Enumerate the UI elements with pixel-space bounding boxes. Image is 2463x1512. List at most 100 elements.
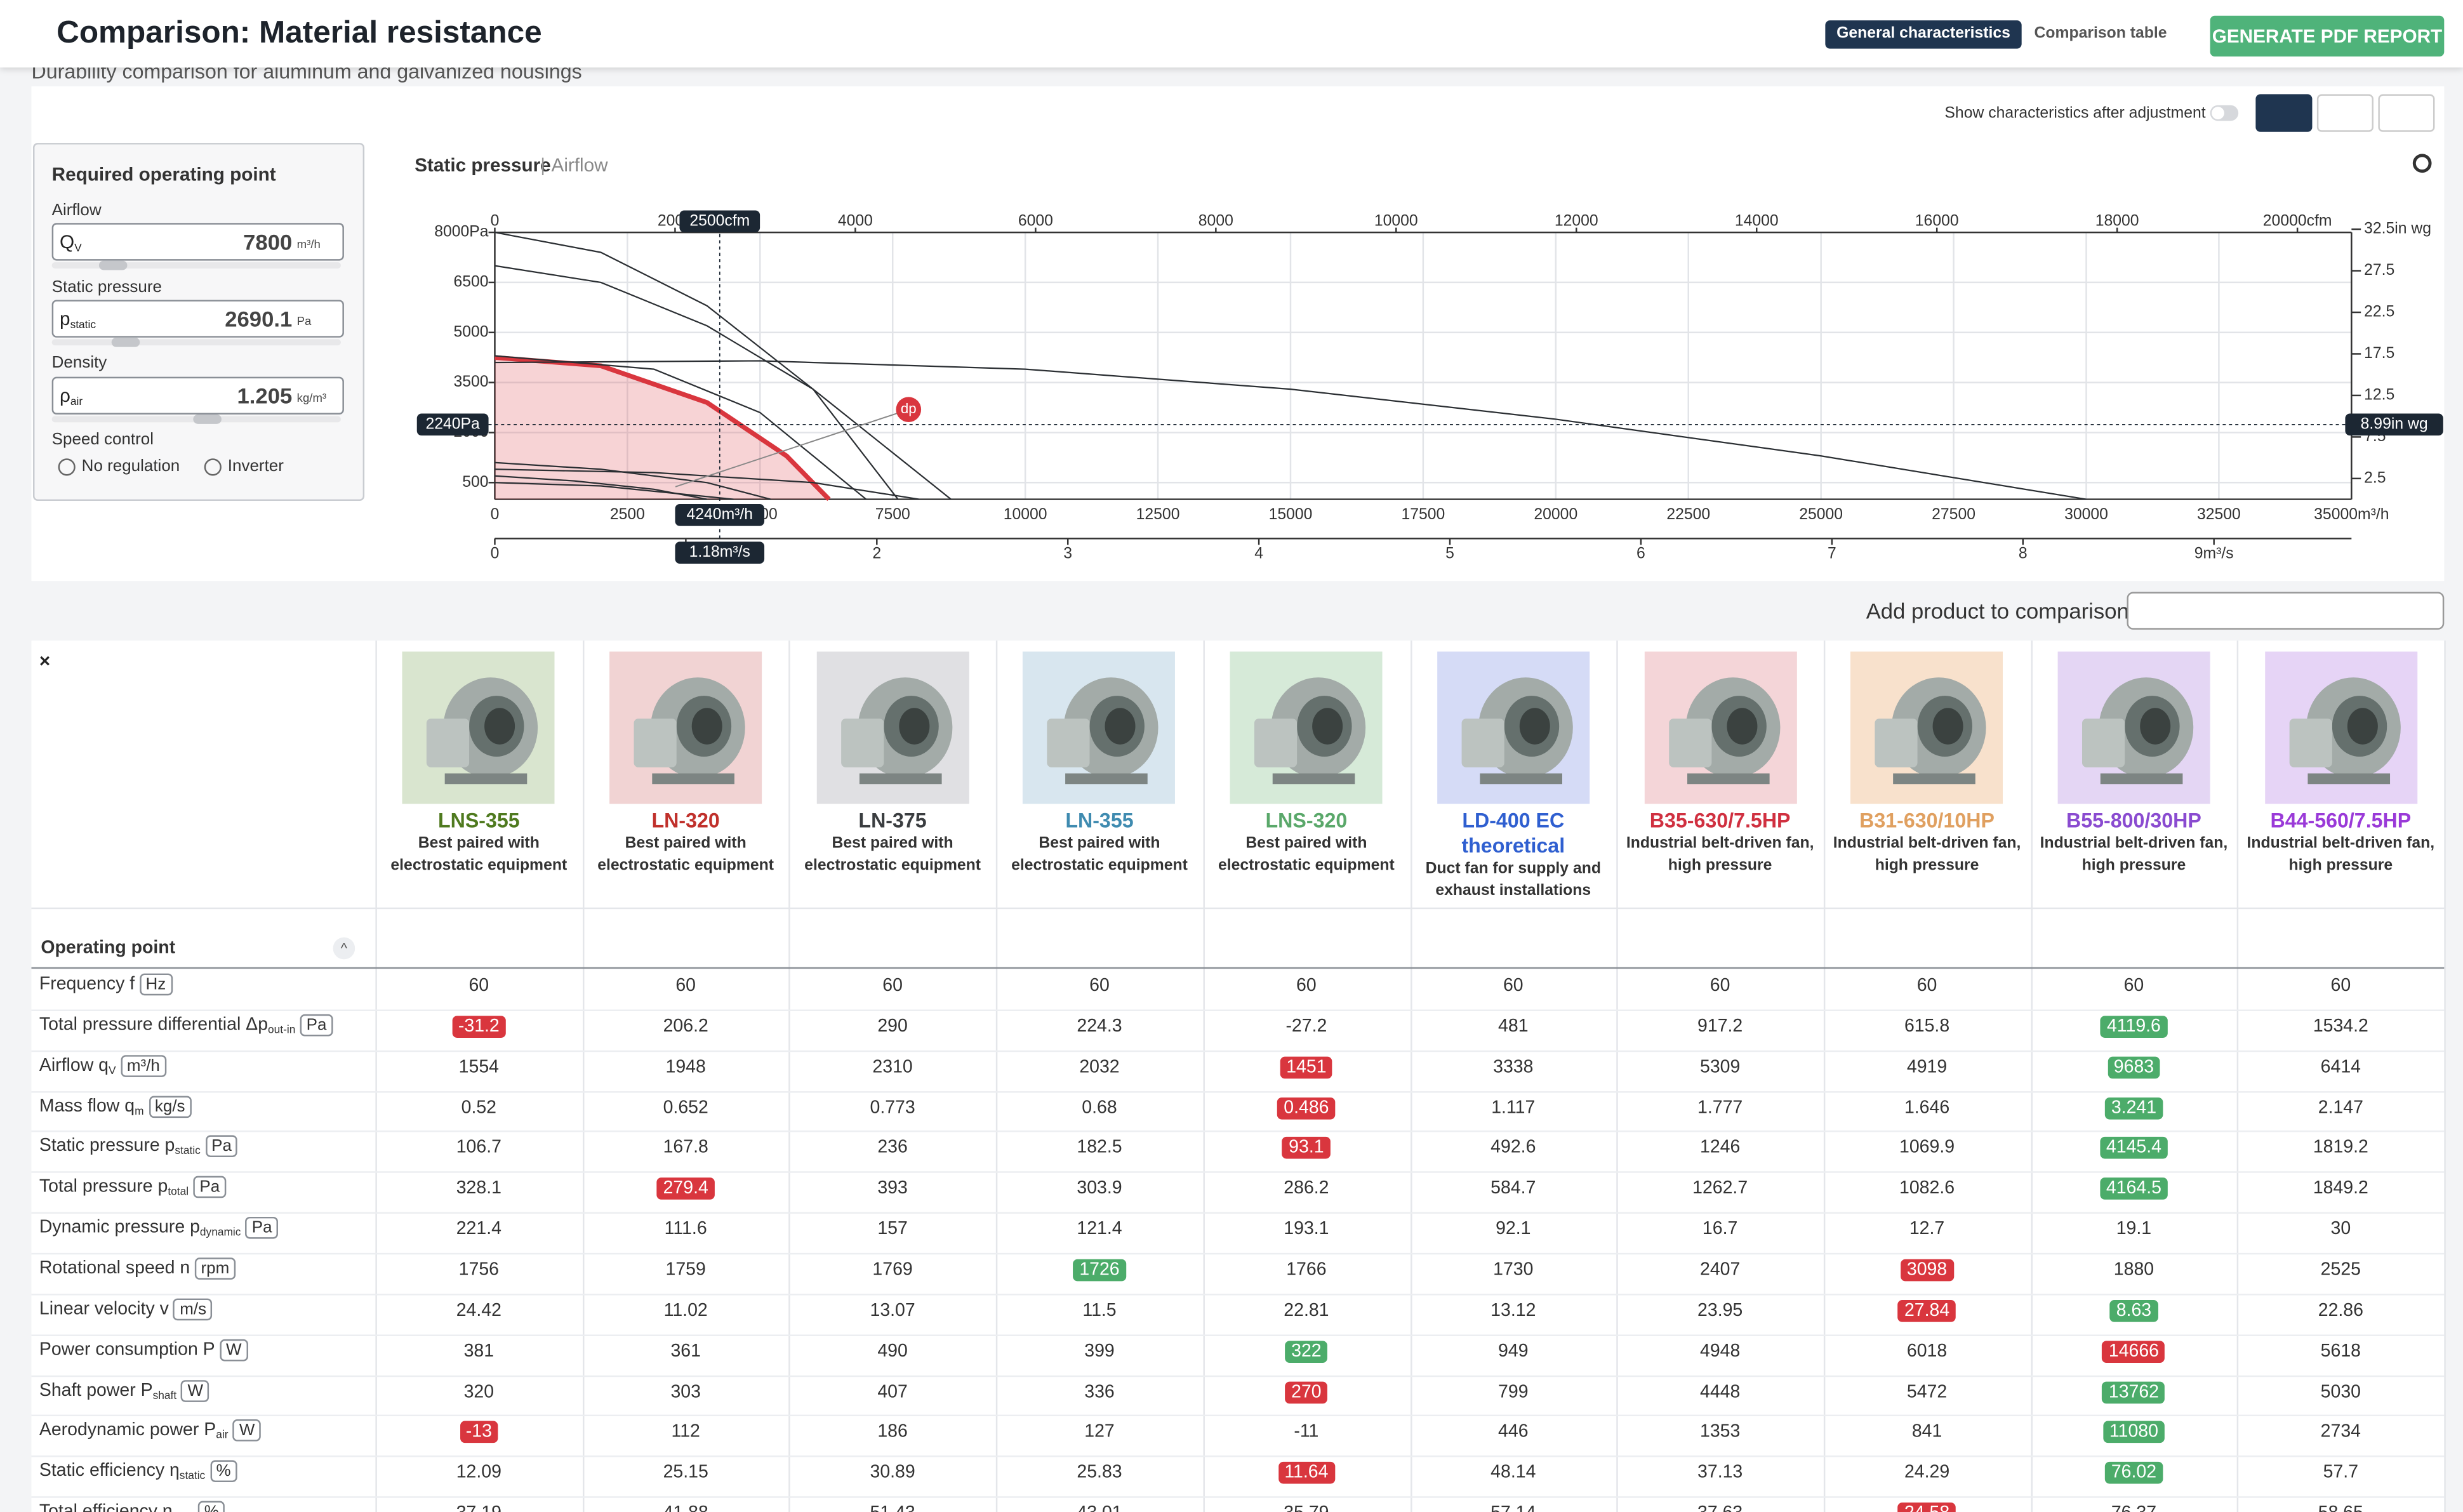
cell: 1759 <box>582 1261 789 1280</box>
motor <box>1254 719 1298 767</box>
cell: 13.07 <box>789 1301 996 1320</box>
row-line <box>31 1171 2445 1174</box>
radio[interactable] <box>204 458 222 476</box>
x-tick-label: 32500 <box>2197 506 2241 523</box>
view-button[interactable] <box>2255 94 2313 132</box>
badge-label: 2240Pa <box>426 415 481 432</box>
radio[interactable] <box>58 458 76 476</box>
product-name[interactable]: B55-800/30HP <box>2066 808 2201 832</box>
value: 236 <box>877 1139 908 1158</box>
cell: 25.83 <box>996 1464 1203 1483</box>
value: 121.4 <box>1077 1220 1122 1239</box>
airflow-input[interactable]: QV 7800 m³/h <box>51 223 344 261</box>
input-unit: Pa <box>296 314 312 328</box>
settings-icon[interactable] <box>2412 154 2432 173</box>
base <box>652 773 735 785</box>
value: 6414 <box>2320 1058 2361 1077</box>
value: 30.89 <box>870 1463 915 1483</box>
toggle[interactable] <box>2210 105 2239 121</box>
product-description: Best paired with electrostatic equipment <box>804 835 981 875</box>
pressure-input[interactable]: pstatic 2690.1 Pa <box>51 300 344 338</box>
cell: 93.1 <box>1203 1137 1410 1160</box>
product-image <box>1437 651 1590 804</box>
radio-label[interactable]: No regulation <box>81 456 180 476</box>
collapse-button[interactable]: ^ <box>333 937 355 960</box>
value: -27.2 <box>1285 1017 1327 1037</box>
impeller <box>1105 708 1136 745</box>
highlighted-value: 76.02 <box>2104 1462 2163 1484</box>
unit: W <box>232 1419 262 1442</box>
report-button[interactable]: GENERATE PDF REPORT <box>2210 15 2445 57</box>
product-name[interactable]: LN-320 <box>651 808 720 832</box>
cell: 1726 <box>996 1259 1203 1282</box>
highlighted-value: 270 <box>1285 1381 1328 1403</box>
fan-image <box>427 677 538 785</box>
tab[interactable]: Comparison table <box>2034 25 2167 43</box>
cell: 9683 <box>2031 1056 2238 1078</box>
fan-image <box>2288 677 2400 785</box>
product-name[interactable]: LN-375 <box>858 808 927 832</box>
value: 1082.6 <box>1899 1179 1955 1198</box>
value: 481 <box>1498 1017 1529 1037</box>
unit: W <box>181 1379 209 1402</box>
unit: m³/h <box>120 1054 166 1077</box>
cell: 799 <box>1410 1383 1617 1402</box>
add-input[interactable] <box>2127 592 2445 630</box>
highlighted-value: 279.4 <box>656 1177 715 1200</box>
column-line <box>1409 640 1412 1512</box>
value: 60 <box>2330 976 2351 996</box>
tab-active[interactable]: General characteristics <box>1825 20 2022 49</box>
close-button[interactable]: × <box>39 650 51 672</box>
cell: 1069.9 <box>1824 1139 2031 1158</box>
value: 193.1 <box>1284 1220 1329 1239</box>
value: 1069.9 <box>1899 1139 1955 1158</box>
value: 4448 <box>1699 1382 1741 1402</box>
motor <box>634 719 677 767</box>
chart-subtitle: Airflow <box>552 155 609 176</box>
slider-thumb[interactable] <box>111 337 140 347</box>
row-label-text: Dynamic pressure p <box>39 1218 200 1238</box>
product-name[interactable]: B35-630/7.5HP <box>1649 808 1791 832</box>
symbol-sub: V <box>74 243 82 255</box>
row-label: Linear velocity v m/s <box>39 1298 213 1320</box>
slider[interactable] <box>51 260 341 270</box>
cell: 127 <box>996 1423 1203 1442</box>
row-label: Total pressure differential Δpout-in Pa <box>39 1014 333 1037</box>
unit: W <box>220 1339 248 1361</box>
cell: 4119.6 <box>2031 1015 2238 1038</box>
product-name[interactable]: B31-630/10HP <box>1859 808 1995 832</box>
x-tick-label: 30000 <box>2064 506 2108 523</box>
slider[interactable] <box>51 414 341 424</box>
product-name[interactable]: LNS-355 <box>437 808 520 832</box>
row-label: Shaft power Pshaft W <box>39 1379 209 1402</box>
slider-thumb[interactable] <box>193 414 222 424</box>
cell: 24.29 <box>1824 1464 2031 1483</box>
cell: 12.7 <box>1824 1220 2031 1239</box>
cell: 23.95 <box>1617 1301 1824 1320</box>
product-name[interactable]: LD-400 EC theoretical <box>1461 808 1565 858</box>
cell: 5309 <box>1617 1058 1824 1077</box>
view-button[interactable] <box>2316 94 2373 132</box>
slider[interactable] <box>51 337 341 347</box>
row-label: Static efficiency ηstatic% <box>39 1460 237 1483</box>
x-tick-label: 15000 <box>1269 506 1313 523</box>
cell: 60 <box>1410 977 1617 996</box>
cell: 4948 <box>1617 1342 1824 1361</box>
cell: 286.2 <box>1203 1179 1410 1198</box>
highlighted-value: 14666 <box>2102 1340 2165 1363</box>
value: 12.09 <box>456 1463 501 1483</box>
view-button[interactable] <box>2378 94 2435 132</box>
cell: 2310 <box>789 1058 996 1077</box>
value: 16.7 <box>1702 1220 1738 1239</box>
product-name[interactable]: LN-355 <box>1065 808 1134 832</box>
radio-label[interactable]: Inverter <box>227 456 284 476</box>
slider-thumb[interactable] <box>98 260 128 270</box>
highlighted-value: 1451 <box>1280 1056 1333 1078</box>
density-input[interactable]: ρair 1.205 kg/m³ <box>51 376 344 415</box>
fan-image <box>1461 677 1573 785</box>
product-name[interactable]: LNS-320 <box>1265 808 1348 832</box>
motor <box>2081 719 2125 767</box>
cell: 481 <box>1410 1017 1617 1036</box>
product-name[interactable]: B44-560/7.5HP <box>2270 808 2412 832</box>
cell: 76.02 <box>2031 1462 2238 1484</box>
